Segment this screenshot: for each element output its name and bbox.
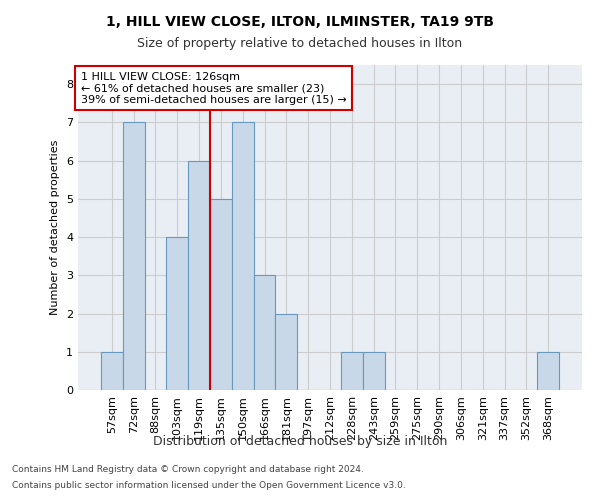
Text: Contains HM Land Registry data © Crown copyright and database right 2024.: Contains HM Land Registry data © Crown c… bbox=[12, 466, 364, 474]
Bar bbox=[210, 199, 232, 390]
Bar bbox=[537, 352, 559, 390]
Bar bbox=[166, 237, 188, 390]
Bar bbox=[232, 122, 254, 390]
Text: 1, HILL VIEW CLOSE, ILTON, ILMINSTER, TA19 9TB: 1, HILL VIEW CLOSE, ILTON, ILMINSTER, TA… bbox=[106, 15, 494, 29]
Text: Distribution of detached houses by size in Ilton: Distribution of detached houses by size … bbox=[153, 435, 447, 448]
Bar bbox=[254, 276, 275, 390]
Bar bbox=[123, 122, 145, 390]
Text: 1 HILL VIEW CLOSE: 126sqm
← 61% of detached houses are smaller (23)
39% of semi-: 1 HILL VIEW CLOSE: 126sqm ← 61% of detac… bbox=[80, 72, 346, 104]
Y-axis label: Number of detached properties: Number of detached properties bbox=[50, 140, 61, 315]
Text: Contains public sector information licensed under the Open Government Licence v3: Contains public sector information licen… bbox=[12, 480, 406, 490]
Bar bbox=[101, 352, 123, 390]
Bar bbox=[275, 314, 297, 390]
Bar bbox=[341, 352, 363, 390]
Text: Size of property relative to detached houses in Ilton: Size of property relative to detached ho… bbox=[137, 38, 463, 51]
Bar bbox=[188, 160, 210, 390]
Bar bbox=[363, 352, 385, 390]
